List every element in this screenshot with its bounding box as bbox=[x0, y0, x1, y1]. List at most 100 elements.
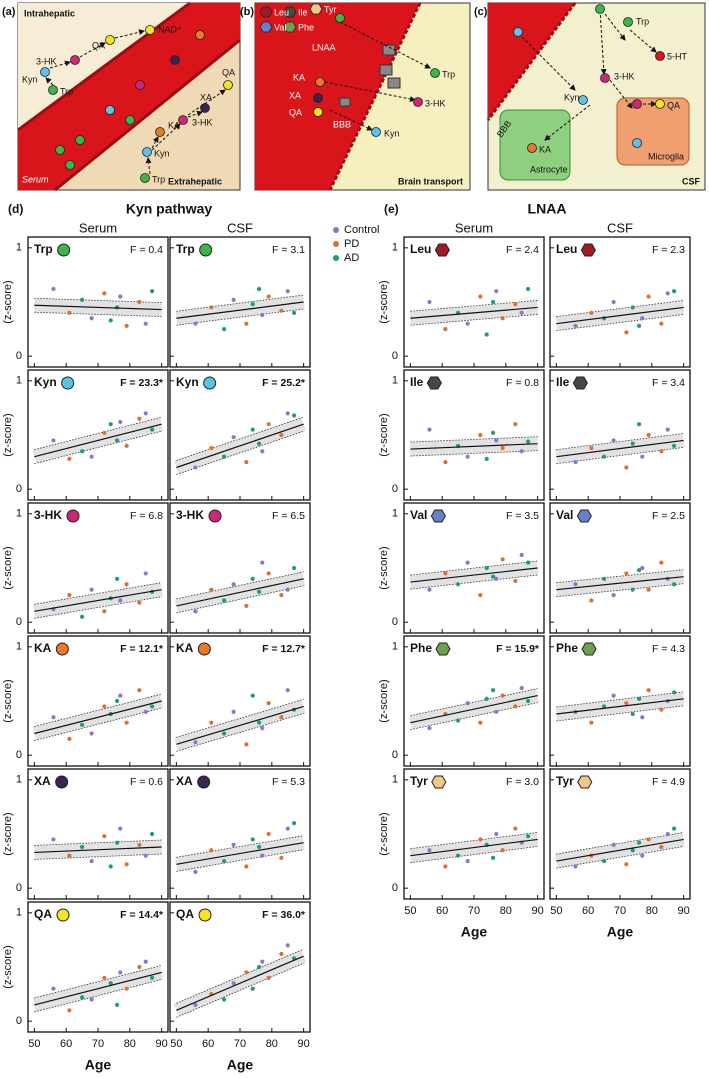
data-point bbox=[193, 740, 198, 745]
data-point bbox=[573, 459, 578, 465]
data-point bbox=[573, 582, 578, 587]
fit-line bbox=[176, 423, 304, 469]
data-point bbox=[573, 864, 578, 869]
data-point bbox=[573, 323, 578, 328]
legend-label: AD bbox=[344, 252, 359, 264]
data-point bbox=[589, 310, 594, 315]
cell-label: Astrocyte bbox=[530, 164, 568, 174]
ci-bound bbox=[34, 582, 162, 605]
data-point bbox=[231, 709, 236, 714]
data-point bbox=[279, 592, 284, 598]
analyte-icon bbox=[203, 376, 217, 390]
panel-title: 3-HK bbox=[34, 508, 62, 522]
data-point bbox=[118, 970, 123, 975]
ci-bound bbox=[176, 585, 304, 614]
data-point bbox=[427, 848, 432, 853]
data-point bbox=[102, 430, 107, 435]
x-tick-label: 80 bbox=[500, 905, 512, 917]
y-tick-label: 1 bbox=[392, 641, 398, 653]
region-label: Brain transport bbox=[398, 176, 463, 186]
data-point bbox=[589, 445, 594, 451]
data-point bbox=[665, 291, 670, 296]
data-point bbox=[256, 286, 262, 292]
column-title: CSF bbox=[607, 220, 633, 235]
f-statistic: F = 5.3 bbox=[272, 776, 305, 788]
y-axis-label: (z-score) bbox=[2, 280, 14, 323]
analyte-icon bbox=[197, 642, 211, 656]
fit-line bbox=[410, 567, 538, 583]
data-point bbox=[67, 736, 72, 742]
panel-title: Trp bbox=[176, 242, 195, 256]
panel-title: Tyr bbox=[410, 774, 428, 788]
ci-bound bbox=[176, 571, 304, 600]
data-point bbox=[221, 858, 227, 864]
data-point bbox=[611, 693, 616, 698]
f-statistic: F = 3.0 bbox=[506, 776, 539, 788]
y-axis-label: (z-score) bbox=[378, 280, 390, 323]
ci-bound bbox=[176, 962, 304, 1018]
data-point bbox=[209, 445, 214, 451]
data-point bbox=[266, 571, 271, 576]
data-point bbox=[490, 574, 496, 579]
data-point bbox=[500, 316, 505, 321]
data-point bbox=[630, 711, 635, 717]
fit-line bbox=[556, 698, 684, 715]
x-tick-label: 90 bbox=[298, 1038, 310, 1050]
data-point bbox=[646, 837, 651, 842]
data-point bbox=[79, 722, 85, 727]
lnaa-label: LNAA bbox=[312, 42, 336, 52]
analyte-icon bbox=[430, 509, 446, 523]
data-point bbox=[465, 701, 470, 706]
x-tick-label: 80 bbox=[266, 1038, 278, 1050]
data-point bbox=[640, 316, 645, 321]
region-label: Serum bbox=[22, 174, 49, 184]
data-point bbox=[221, 326, 227, 332]
fit-line bbox=[556, 838, 684, 862]
data-point bbox=[484, 565, 489, 571]
data-point bbox=[519, 449, 524, 454]
molecule-label: KA bbox=[293, 72, 305, 82]
ci-bound bbox=[34, 596, 162, 619]
data-point bbox=[478, 720, 483, 725]
lnaa-label: Val bbox=[274, 22, 286, 32]
analyte-icon bbox=[56, 908, 70, 922]
panel-title: 3-HK bbox=[176, 508, 204, 522]
data-point bbox=[525, 698, 531, 704]
fit-line bbox=[410, 306, 538, 319]
panel-title: QA bbox=[34, 907, 52, 921]
data-point bbox=[51, 715, 56, 720]
molecule-label: QA bbox=[289, 107, 302, 117]
data-point bbox=[601, 576, 607, 581]
data-point bbox=[143, 411, 148, 416]
ci-bound bbox=[556, 569, 684, 584]
data-point bbox=[636, 422, 642, 427]
x-tick-label: 60 bbox=[202, 1038, 214, 1050]
data-point bbox=[455, 853, 461, 858]
data-point bbox=[640, 715, 645, 720]
plot-frame bbox=[549, 236, 691, 368]
data-point bbox=[149, 289, 155, 294]
data-point bbox=[465, 560, 470, 565]
y-tick-label: 1 bbox=[16, 907, 22, 919]
data-point bbox=[118, 419, 123, 425]
panel-label: (c) bbox=[474, 6, 488, 18]
data-point bbox=[427, 587, 432, 592]
data-point bbox=[102, 291, 107, 296]
y-axis-label: (z-score) bbox=[2, 945, 14, 988]
data-point bbox=[630, 305, 635, 310]
data-point bbox=[266, 701, 271, 706]
f-statistic: F = 2.4 bbox=[506, 244, 539, 256]
molecule-label: Trp bbox=[442, 69, 455, 79]
data-point bbox=[500, 445, 505, 451]
data-point bbox=[611, 438, 616, 443]
fit-line bbox=[34, 700, 162, 735]
data-point bbox=[659, 449, 664, 454]
molecule-label: XA bbox=[200, 92, 212, 102]
fit-line bbox=[176, 842, 304, 865]
column-title: Serum bbox=[455, 220, 493, 235]
y-axis-label: (z-score) bbox=[378, 679, 390, 722]
ci-bound bbox=[410, 688, 538, 717]
data-point bbox=[589, 720, 594, 725]
data-point bbox=[221, 598, 227, 603]
fit-line bbox=[410, 838, 538, 857]
